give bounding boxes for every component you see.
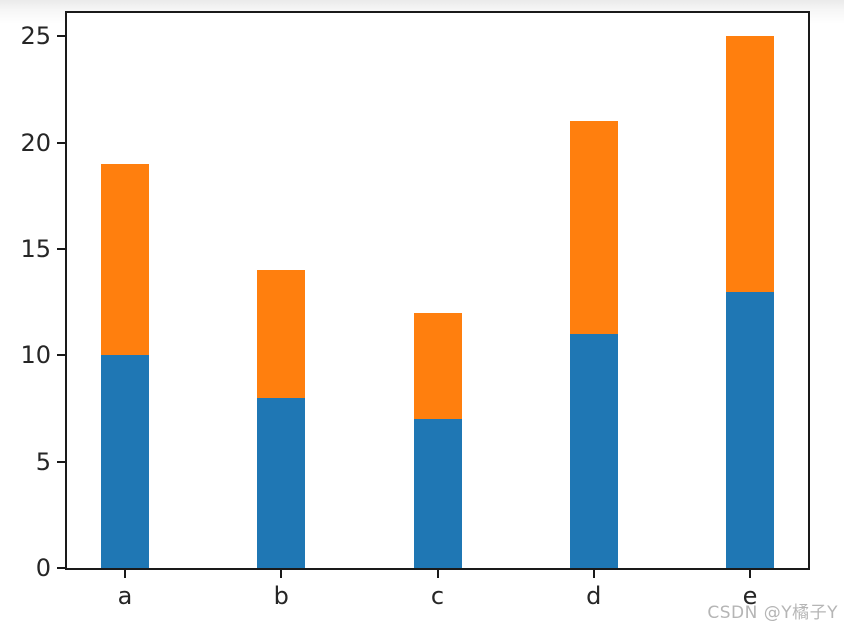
plot-area (65, 11, 810, 570)
bar-a-bottom-segment (101, 355, 149, 568)
y-tick-label-20: 20 (20, 128, 51, 157)
y-tick-0 (57, 567, 65, 569)
y-tick-label-5: 5 (35, 447, 51, 476)
y-tick-label-0: 0 (35, 554, 51, 582)
x-tick-e (749, 570, 751, 578)
bar-a-top-segment (101, 163, 149, 356)
x-tick-label-a: a (117, 582, 133, 610)
y-tick-25 (57, 35, 65, 38)
y-tick-label-25: 25 (20, 22, 51, 51)
x-tick-d (592, 570, 595, 578)
bar-c-top-segment (413, 312, 462, 420)
x-tick-a (124, 570, 126, 578)
x-tick-label-e: e (742, 582, 758, 610)
y-tick-15 (57, 248, 65, 251)
y-tick-5 (57, 460, 65, 463)
x-tick-c (436, 570, 439, 578)
bar-b-bottom-segment (257, 397, 306, 568)
bar-e-bottom-segment (726, 291, 774, 568)
bar-b-top-segment (257, 270, 306, 398)
bar-d-top-segment (569, 121, 618, 335)
y-tick-10 (57, 354, 65, 357)
bar-c-bottom-segment (413, 419, 462, 568)
watermark-text: CSDN @Y橘子Y (707, 603, 838, 623)
y-tick-label-10: 10 (20, 341, 51, 370)
x-tick-label-b: b (273, 582, 289, 610)
y-tick-label-15: 15 (20, 235, 51, 264)
bar-d-bottom-segment (569, 334, 618, 568)
x-tick-label-d: d (586, 582, 602, 610)
y-tick-20 (57, 141, 65, 144)
x-tick-label-c: c (430, 582, 445, 610)
bar-e-top-segment (726, 36, 774, 292)
x-tick-b (280, 570, 283, 578)
